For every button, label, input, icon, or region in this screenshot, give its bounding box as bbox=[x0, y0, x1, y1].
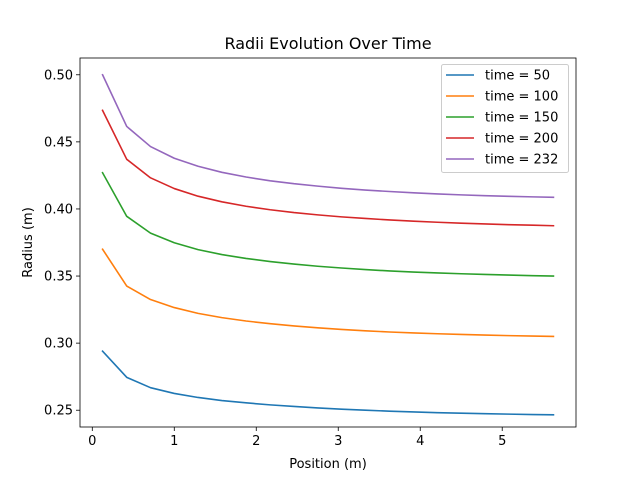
legend-label-1: time = 50 bbox=[485, 69, 550, 84]
legend-label-3: time = 150 bbox=[485, 111, 558, 126]
series-line-4 bbox=[101, 109, 555, 227]
y-axis-label: Radius (m) bbox=[21, 207, 36, 278]
legend-label-2: time = 100 bbox=[485, 90, 558, 105]
y-tick-label: 0.45 bbox=[44, 135, 73, 150]
y-tick-label: 0.25 bbox=[44, 404, 73, 419]
x-tick-label: 4 bbox=[416, 434, 424, 449]
series-group bbox=[101, 73, 555, 416]
chart-title: Radii Evolution Over Time bbox=[224, 34, 431, 53]
x-tick-label: 3 bbox=[334, 434, 342, 449]
series-line-5 bbox=[101, 73, 555, 199]
series-line-3 bbox=[101, 171, 555, 277]
y-axis-ticks: 0.25 0.30 0.35 0.40 0.45 0.50 bbox=[44, 68, 80, 419]
y-tick-label: 0.50 bbox=[44, 68, 73, 83]
legend-label-4: time = 200 bbox=[485, 132, 558, 147]
y-tick-label: 0.30 bbox=[44, 337, 73, 352]
legend-label-5: time = 232 bbox=[485, 153, 558, 168]
series-line-1 bbox=[101, 350, 555, 416]
y-tick-label: 0.35 bbox=[44, 270, 73, 285]
series-line-2 bbox=[101, 248, 555, 338]
legend: time = 50 time = 100 time = 150 time = 200 t… bbox=[441, 64, 569, 173]
axes-frame bbox=[79, 57, 577, 428]
x-axis-ticks: 0 1 2 3 4 5 bbox=[88, 427, 506, 449]
y-tick-label: 0.40 bbox=[44, 202, 73, 217]
x-axis-label: Position (m) bbox=[289, 457, 367, 472]
plot-area bbox=[79, 57, 577, 428]
x-tick-label: 5 bbox=[498, 434, 506, 449]
x-tick-label: 1 bbox=[170, 434, 178, 449]
x-tick-label: 2 bbox=[252, 434, 260, 449]
legend-box bbox=[441, 64, 569, 173]
x-tick-label: 0 bbox=[88, 434, 96, 449]
